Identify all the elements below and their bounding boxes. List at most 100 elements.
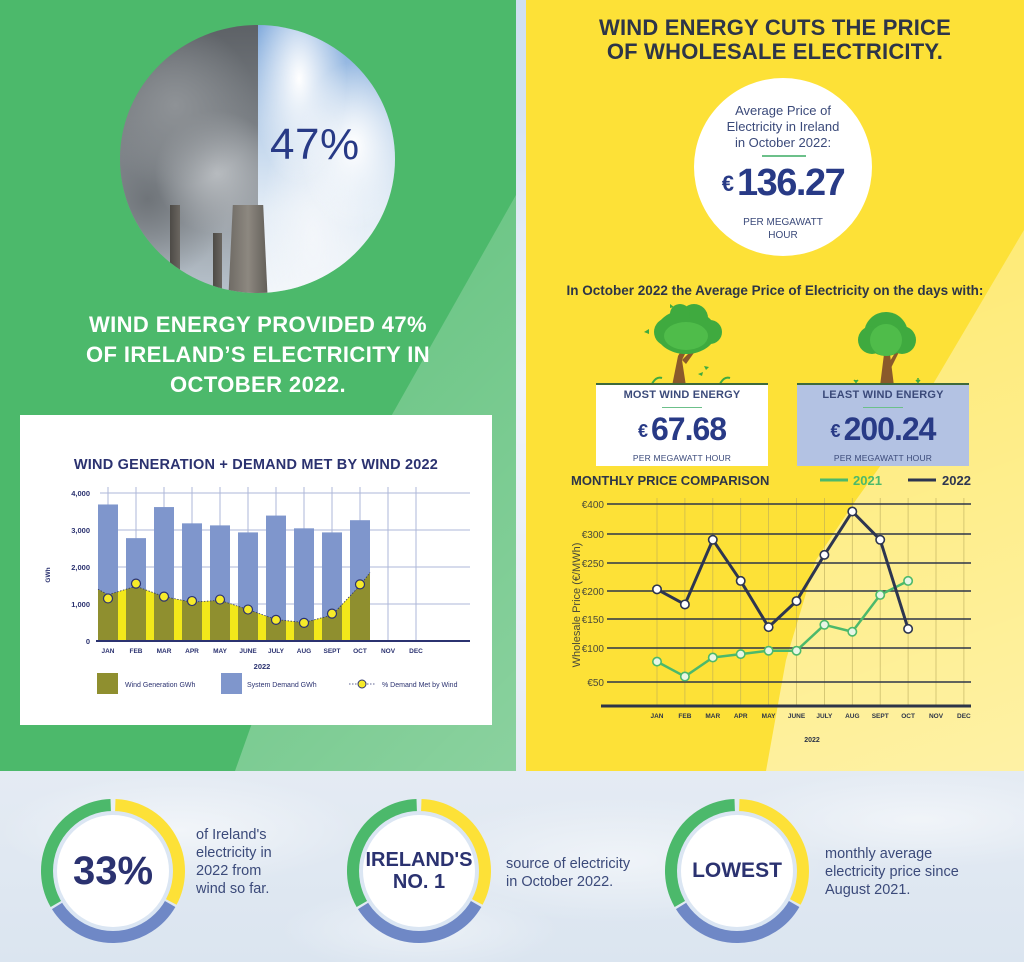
most-wind-price-card: MOST WIND ENERGY €67.68 PER MEGAWATT HOU… [596, 383, 768, 466]
text-line: electricity in [196, 845, 272, 861]
days-intro-text: In October 2022 the Average Price of Ele… [566, 283, 984, 298]
svg-text:JULY: JULY [268, 648, 285, 655]
least-wind-price: €200.24 [797, 411, 969, 448]
clear-sky-half [257, 25, 395, 293]
divider [762, 155, 806, 157]
svg-text:AUG: AUG [297, 648, 311, 655]
label-line: Average Price of [735, 103, 831, 118]
svg-text:APR: APR [734, 713, 748, 720]
euro-symbol: € [721, 171, 734, 196]
text-line: of Ireland's [196, 827, 267, 843]
svg-text:DEC: DEC [957, 713, 971, 720]
svg-text:1,000: 1,000 [71, 600, 90, 609]
svg-text:2,000: 2,000 [71, 563, 90, 572]
monthly-price-chart: MONTHLY PRICE COMPARISON 2021 2022 €50 €100 €… [571, 473, 971, 744]
svg-text:JAN: JAN [650, 713, 663, 720]
svg-text:3,000: 3,000 [71, 526, 90, 535]
svg-text:€50: €50 [587, 678, 604, 689]
stat-value: LOWEST [681, 815, 793, 927]
chart-title: WIND GENERATION + DEMAND MET BY WIND 202… [73, 457, 439, 473]
svg-text:SEPT: SEPT [872, 713, 889, 720]
divider [662, 407, 702, 408]
svg-text:MAY: MAY [213, 648, 228, 655]
stat-big-text: 33% [72, 848, 154, 893]
svg-text:€100: €100 [582, 644, 605, 655]
wind-generation-chart: 0 1,000 2,000 3,000 4,000 JAN FEB MAR APR MAY JUNE… [45, 487, 470, 694]
stat-description: monthly average electricity price since … [825, 845, 959, 899]
unit-line: PER MEGAWATT [743, 217, 823, 228]
windy-tree-icon [632, 302, 732, 386]
stat-value: 33% [57, 815, 169, 927]
divider [863, 407, 903, 408]
calm-tree-icon [842, 310, 932, 386]
svg-text:Wholesale Price (€/MWh): Wholesale Price (€/MWh) [571, 543, 583, 668]
price-number: 67.68 [650, 411, 727, 447]
unit-line: HOUR [768, 230, 798, 241]
svg-text:€250: €250 [582, 559, 605, 570]
text-line: monthly average [825, 846, 933, 862]
price-number: 136.27 [737, 162, 846, 204]
svg-text:4,000: 4,000 [71, 489, 90, 498]
progress-ring-icon [665, 799, 809, 943]
svg-text:2021: 2021 [853, 473, 882, 488]
headline-line: OCTOBER 2022. [170, 372, 346, 397]
text-line: source of electricity [506, 856, 631, 872]
svg-text:OCT: OCT [901, 713, 915, 720]
svg-text:€400: €400 [582, 500, 605, 511]
svg-text:2022: 2022 [942, 473, 971, 488]
svg-text:0: 0 [86, 637, 90, 646]
stat-big-text: IRELAND'S [365, 849, 473, 871]
svg-text:MONTHLY PRICE COMPARISON: MONTHLY PRICE COMPARISON [571, 473, 769, 488]
text-line: in October 2022. [506, 874, 614, 890]
progress-ring-icon [347, 799, 491, 943]
text-line: August 2021. [825, 882, 911, 898]
svg-text:JULY: JULY [816, 713, 833, 720]
stat-big-text: LOWEST [692, 859, 782, 882]
wind-share-percent: 47% [270, 120, 360, 169]
label-line: in October 2022: [734, 135, 832, 150]
svg-text:MAR: MAR [157, 648, 172, 655]
svg-text:OCT: OCT [353, 648, 367, 655]
stat-description: of Ireland's electricity in 2022 from wi… [196, 826, 272, 898]
svg-text:AUG: AUG [845, 713, 859, 720]
svg-text:MAR: MAR [705, 713, 720, 720]
least-wind-price-card: LEAST WIND ENERGY €200.24 PER MEGAWATT H… [797, 383, 969, 466]
stat-value: IRELAND'S NO. 1 [363, 815, 475, 927]
most-wind-price: €67.68 [596, 411, 768, 448]
stat-ring-number-one: IRELAND'S NO. 1 [346, 798, 492, 944]
svg-text:SEPT: SEPT [324, 648, 341, 655]
svg-text:System Demand GWh: System Demand GWh [247, 682, 317, 689]
svg-text:FEB: FEB [130, 648, 143, 655]
card-heading: MOST WIND ENERGY [623, 389, 741, 401]
average-price-badge: Average Price of Electricity in Ireland … [694, 78, 872, 256]
wind-generation-chart-card: WIND GENERATION + DEMAND MET BY WIND 202… [20, 415, 492, 725]
chimney-stack [213, 233, 222, 293]
price-unit: PER MEGAWATT HOUR [694, 216, 872, 242]
label-line: Electricity in Ireland [726, 119, 840, 134]
svg-text:JUNE: JUNE [788, 713, 806, 720]
price-headline: WIND ENERGY CUTS THE PRICE OF WHOLESALE … [526, 16, 1024, 64]
stat-ring-lowest-price: LOWEST [664, 798, 810, 944]
progress-ring-icon [41, 799, 185, 943]
average-price-value: €136.27 [694, 162, 872, 205]
power-plant-sky-photo: 47% [120, 25, 395, 293]
cooling-tower [228, 205, 268, 293]
svg-text:DEC: DEC [409, 648, 423, 655]
stat-description: source of electricity in October 2022. [506, 855, 630, 891]
svg-text:GWh: GWh [45, 567, 52, 582]
headline-line: OF WHOLESALE ELECTRICITY. [606, 39, 944, 64]
wind-share-panel: 47% WIND ENERGY PROVIDED 47% OF IRELAND’… [0, 0, 516, 771]
price-unit: PER MEGAWATT HOUR [833, 453, 933, 463]
stat-big-text: NO. 1 [392, 871, 446, 893]
svg-text:NOV: NOV [929, 713, 944, 720]
svg-text:MAY: MAY [762, 713, 777, 720]
svg-text:€300: €300 [582, 530, 605, 541]
svg-text:APR: APR [185, 648, 199, 655]
price-panel: WIND ENERGY CUTS THE PRICE OF WHOLESALE … [526, 0, 1024, 771]
svg-text:JAN: JAN [101, 648, 114, 655]
svg-text:2022: 2022 [804, 737, 820, 744]
headline-line: WIND ENERGY PROVIDED 47% [88, 312, 428, 337]
svg-text:Wind Generation GWh: Wind Generation GWh [125, 682, 196, 689]
price-number: 200.24 [843, 411, 937, 447]
euro-symbol: € [637, 421, 648, 441]
